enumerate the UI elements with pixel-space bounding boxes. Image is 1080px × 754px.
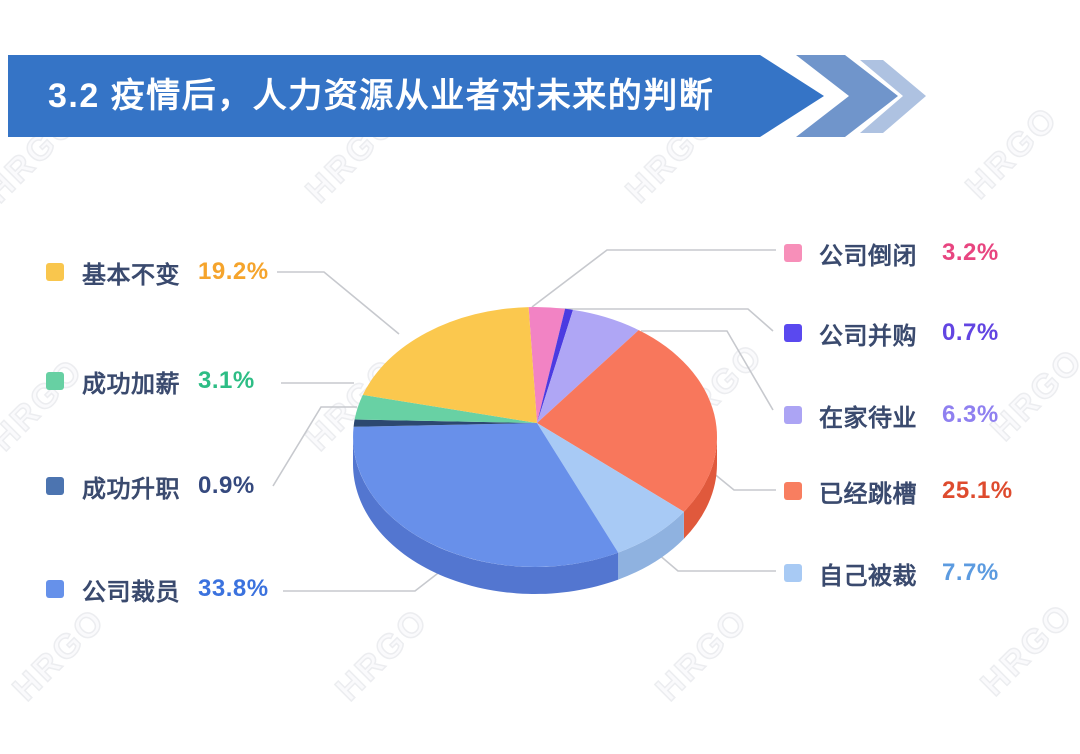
legend-label: 在家待业 bbox=[819, 404, 917, 432]
pie-slice-在家待业 bbox=[537, 309, 639, 423]
leader-line-基本不变 bbox=[277, 271, 400, 335]
legend-label: 公司并购 bbox=[819, 322, 917, 350]
legend-item-自己被裁: 自己被裁 7.7% bbox=[784, 559, 999, 590]
legend-swatch-icon bbox=[784, 406, 802, 424]
legend-swatch-icon bbox=[46, 263, 64, 281]
legend-swatch-icon bbox=[46, 477, 64, 495]
page-title: 3.2 疫情后，人力资源从业者对未来的判断 bbox=[48, 77, 715, 115]
legend-swatch-icon bbox=[784, 482, 802, 500]
legend-swatch-icon bbox=[784, 244, 802, 262]
pie-slice-公司倒闭 bbox=[528, 307, 566, 423]
legend-item-成功加薪: 成功加薪 3.1% bbox=[46, 367, 255, 398]
banner-shape bbox=[8, 55, 824, 137]
pie-slice-成功加薪 bbox=[354, 394, 537, 423]
pie-slice-自己被裁 bbox=[537, 423, 684, 553]
legend-item-公司并购: 公司并购 0.7% bbox=[784, 319, 999, 350]
legend-item-已经跳槽: 已经跳槽 25.1% bbox=[784, 477, 1013, 508]
legend-value: 0.9% bbox=[198, 472, 255, 499]
legend-label: 基本不变 bbox=[82, 261, 180, 289]
legend-label: 自己被裁 bbox=[819, 562, 917, 590]
pie-slice-已经跳槽 bbox=[537, 330, 718, 512]
legend-value: 3.1% bbox=[198, 367, 255, 394]
legend-value: 33.8% bbox=[198, 575, 269, 602]
legend-value: 6.3% bbox=[942, 401, 999, 428]
leader-line-公司并购 bbox=[556, 308, 774, 332]
pie-slice-公司并购 bbox=[537, 308, 573, 423]
legend-item-在家待业: 在家待业 6.3% bbox=[784, 401, 999, 432]
legend-label: 成功加薪 bbox=[82, 370, 180, 398]
leader-line-在家待业 bbox=[641, 330, 774, 411]
legend-value: 3.2% bbox=[942, 239, 999, 266]
leader-line-公司倒闭 bbox=[531, 249, 776, 308]
legend-label: 公司倒闭 bbox=[819, 242, 917, 270]
leader-line-成功升职 bbox=[272, 406, 357, 487]
legend-item-基本不变: 基本不变 19.2% bbox=[46, 258, 269, 289]
pie-rim-已经跳槽 bbox=[683, 437, 717, 539]
leader-line-自己被裁 bbox=[650, 547, 776, 572]
pie-slice-基本不变 bbox=[362, 307, 537, 423]
legend-item-成功升职: 成功升职 0.9% bbox=[46, 472, 255, 503]
legend-value: 7.7% bbox=[942, 559, 999, 586]
legend-label: 已经跳槽 bbox=[819, 480, 917, 508]
legend-swatch-icon bbox=[784, 564, 802, 582]
legend-swatch-icon bbox=[46, 372, 64, 390]
legend-swatch-icon bbox=[46, 580, 64, 598]
legend-value: 19.2% bbox=[198, 258, 269, 285]
legend-value: 25.1% bbox=[942, 477, 1013, 504]
legend-value: 0.7% bbox=[942, 319, 999, 346]
pie-rim-自己被裁 bbox=[618, 511, 684, 580]
legend-item-公司裁员: 公司裁员 33.8% bbox=[46, 575, 269, 606]
pie-slice-成功升职 bbox=[353, 419, 537, 427]
legend-swatch-icon bbox=[784, 324, 802, 342]
leader-line-已经跳槽 bbox=[711, 471, 776, 491]
legend-label: 公司裁员 bbox=[82, 578, 180, 606]
pie-rim-公司裁员 bbox=[353, 437, 619, 594]
pie-slice-公司裁员 bbox=[353, 423, 619, 567]
legend-item-公司倒闭: 公司倒闭 3.2% bbox=[784, 239, 999, 270]
banner-chevron-light-icon bbox=[860, 60, 926, 133]
banner-chevron-mid-icon bbox=[796, 55, 898, 137]
legend-label: 成功升职 bbox=[82, 475, 180, 503]
title-banner bbox=[8, 55, 926, 137]
